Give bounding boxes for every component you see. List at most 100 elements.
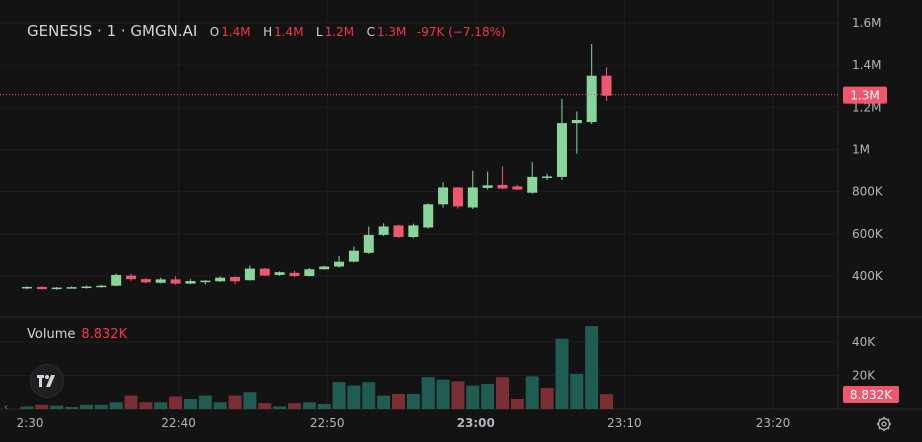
volume-bar [243, 392, 257, 409]
volume-bar [65, 406, 79, 409]
symbol-name[interactable]: GENESIS · 1 · GMGN.AI [27, 22, 198, 40]
volume-bar [421, 377, 435, 409]
last-price-label: 1.3M [850, 89, 879, 103]
volume-bar [362, 382, 376, 409]
last-price-badge [843, 86, 887, 104]
time-tick-label: 22:40 [161, 416, 196, 430]
volume-bar [347, 385, 361, 409]
volume-bar [258, 403, 272, 409]
volume-bar [600, 394, 614, 409]
volume-bar [317, 403, 331, 409]
candle-body [571, 119, 582, 124]
candle-body [259, 268, 270, 276]
price-tick-label: 1.2M [852, 100, 881, 114]
price-tick-label: 1M [852, 143, 870, 157]
volume-bar [213, 402, 227, 409]
candle-body [170, 279, 181, 284]
tradingview-logo-icon[interactable] [30, 364, 64, 398]
candle-body [230, 277, 241, 282]
volume-bar [79, 404, 93, 409]
volume-legend: Volume 8.832K [27, 327, 127, 342]
price-tick-label: 1.4M [852, 58, 881, 72]
low-value: 1.2M [324, 25, 355, 39]
candle-body [378, 226, 389, 235]
candle-body [244, 268, 255, 281]
volume-bar [124, 395, 138, 409]
candle-body [363, 234, 374, 253]
candle-body [393, 225, 404, 237]
volume-bar [570, 373, 584, 409]
candle-body [319, 266, 330, 270]
price-tick-label: 600K [852, 227, 884, 241]
symbol-legend: GENESIS · 1 · GMGN.AI O 1.4M H 1.4M L 1.2M … [27, 22, 506, 40]
candle-body [497, 184, 508, 189]
time-tick-label: 23:00 [457, 416, 495, 430]
volume-bar [287, 403, 301, 409]
candle-body [467, 187, 478, 208]
candle-body [36, 286, 47, 290]
candle-body [348, 250, 359, 262]
volume-bar [109, 402, 123, 409]
price-tick-label: 400K [852, 269, 884, 283]
candle-body [304, 269, 315, 276]
volume-bar [94, 404, 108, 409]
candle-body [96, 285, 107, 288]
volume-bar [392, 393, 405, 409]
volume-bar [481, 383, 495, 409]
open-key: O [209, 25, 220, 39]
candle-body [334, 261, 345, 267]
volume-bar [406, 393, 420, 409]
candle-body [185, 281, 196, 284]
candle-body [51, 287, 62, 290]
volume-bar [466, 385, 480, 409]
candle-body [423, 204, 434, 228]
time-tick-label: 23:20 [756, 416, 791, 430]
volume-bar [139, 402, 153, 409]
candle-body [140, 279, 151, 283]
scroll-left-icon[interactable]: ‹ [4, 402, 8, 413]
time-tick-label: 2:30 [17, 416, 44, 430]
volume-bar [198, 395, 212, 409]
candle-body [274, 272, 285, 275]
high-key: H [263, 25, 273, 39]
open-value: 1.4M [221, 25, 251, 39]
volume-bar [273, 406, 287, 409]
candle-body [408, 225, 419, 237]
low-key: L [316, 25, 323, 39]
candle-body [155, 279, 166, 283]
last-volume-badge [843, 386, 899, 403]
volume-bar [377, 395, 391, 409]
candle-body [22, 286, 32, 289]
settings-gear-icon[interactable] [876, 416, 892, 432]
candle-body [482, 185, 493, 188]
volume-bar [436, 379, 450, 409]
close-value: 1.3M [376, 25, 407, 39]
price-tick-label: 800K [852, 185, 884, 199]
volume-tick-label: 20K [852, 369, 876, 383]
time-tick-label: 23:10 [607, 416, 642, 430]
candle-body [556, 123, 567, 177]
volume-bar [540, 388, 554, 409]
last-volume-label: 8.832K [850, 388, 893, 402]
candle-body [126, 275, 137, 280]
candle-body [586, 75, 597, 123]
volume-label[interactable]: Volume [27, 327, 76, 342]
change-value: -97K (−7.18%) [416, 25, 506, 39]
candle-body [66, 287, 77, 289]
close-key: C [366, 25, 375, 39]
volume-bar [555, 338, 569, 409]
high-value: 1.4M [274, 25, 304, 39]
volume-bar [35, 404, 49, 409]
candle-body [215, 277, 226, 282]
volume-tick-label: 40K [852, 335, 876, 349]
candle-body [111, 274, 122, 286]
time-tick-label: 22:50 [310, 416, 345, 430]
volume-bar [496, 377, 510, 409]
candle-body [200, 280, 211, 283]
volume-bar [585, 326, 599, 409]
volume-bar [169, 396, 183, 409]
volume-bar [302, 402, 316, 409]
candle-body [452, 187, 463, 207]
volume-bar [510, 398, 524, 409]
